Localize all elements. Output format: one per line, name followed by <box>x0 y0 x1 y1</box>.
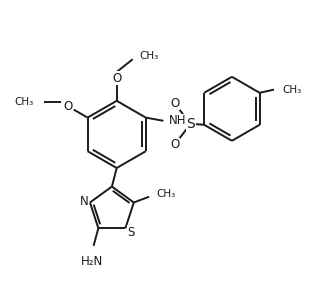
Text: O: O <box>113 72 122 85</box>
Text: O: O <box>170 97 179 110</box>
Text: CH₃: CH₃ <box>283 85 302 94</box>
Text: O: O <box>170 138 179 151</box>
Text: N: N <box>80 195 89 208</box>
Text: H₂N: H₂N <box>81 255 103 268</box>
Text: S: S <box>128 226 135 238</box>
Text: S: S <box>186 117 195 131</box>
Text: NH: NH <box>169 114 187 127</box>
Text: CH₃: CH₃ <box>157 190 176 200</box>
Text: CH₃: CH₃ <box>140 51 159 61</box>
Text: CH₃: CH₃ <box>15 97 34 107</box>
Text: O: O <box>63 100 72 113</box>
